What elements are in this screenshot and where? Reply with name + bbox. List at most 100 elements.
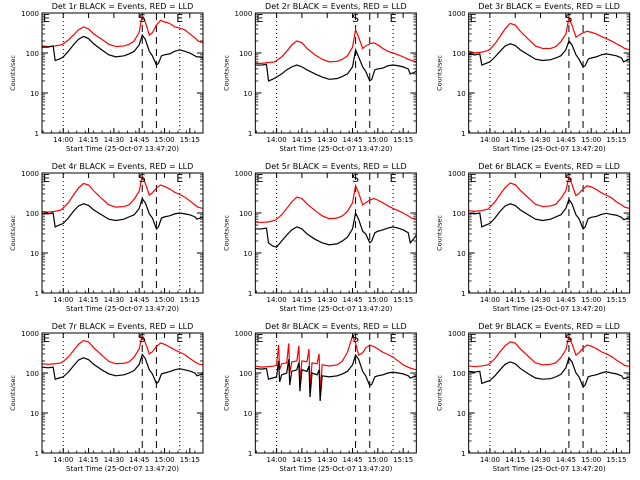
events-series-line bbox=[255, 211, 417, 248]
x-tick-label: 14:45 bbox=[556, 296, 576, 304]
x-tick-label: 14:00 bbox=[267, 456, 287, 464]
lld-series-line bbox=[468, 15, 630, 54]
events-series-line bbox=[468, 356, 630, 388]
y-tick-label: 1 bbox=[248, 290, 252, 298]
x-tick-label: 15:15 bbox=[180, 136, 200, 144]
panel-title: Det 9r BLACK = Events, RED = LLD bbox=[478, 322, 620, 331]
marker-label: E bbox=[43, 332, 50, 345]
x-tick-label: 15:15 bbox=[180, 296, 200, 304]
x-tick-label: 15:00 bbox=[368, 456, 388, 464]
lld-series-line bbox=[41, 173, 204, 213]
panel-title: Det 6r BLACK = Events, RED = LLD bbox=[478, 162, 620, 171]
x-tick-label: 15:15 bbox=[393, 456, 413, 464]
events-series-line bbox=[468, 197, 630, 230]
x-tick-label: 14:30 bbox=[317, 136, 337, 144]
marker-label: E bbox=[470, 332, 477, 345]
y-tick-label: 100 bbox=[239, 50, 252, 58]
y-tick-label: 1000 bbox=[21, 10, 39, 18]
x-tick-label: 14:15 bbox=[505, 456, 525, 464]
x-axis-label: Start Time (25-Oct-07 13:47:20) bbox=[279, 145, 392, 153]
marker-label: S bbox=[139, 172, 146, 185]
y-axis-label: Counts/sec bbox=[9, 375, 17, 411]
x-tick-label: 14:30 bbox=[530, 456, 550, 464]
plot-frame bbox=[41, 172, 204, 294]
events-series-line bbox=[41, 353, 204, 385]
x-tick-label: 15:00 bbox=[581, 456, 601, 464]
x-tick-label: 14:15 bbox=[505, 296, 525, 304]
y-tick-label: 10 bbox=[457, 410, 466, 418]
lld-series-line bbox=[255, 27, 417, 64]
x-tick-label: 15:00 bbox=[581, 136, 601, 144]
x-tick-label: 15:00 bbox=[154, 136, 174, 144]
marker-label: E bbox=[256, 332, 263, 345]
y-tick-label: 1 bbox=[248, 130, 252, 138]
y-tick-label: 10 bbox=[243, 90, 252, 98]
x-tick-label: 14:30 bbox=[530, 296, 550, 304]
x-tick-label: 15:00 bbox=[368, 136, 388, 144]
x-tick-label: 14:30 bbox=[317, 296, 337, 304]
lld-series-line bbox=[41, 12, 204, 48]
y-tick-label: 1000 bbox=[448, 10, 466, 18]
y-axis-label: Counts/sec bbox=[222, 375, 230, 411]
marker-label: E bbox=[390, 172, 397, 185]
events-series-line bbox=[42, 33, 204, 67]
x-tick-label: 14:45 bbox=[129, 456, 149, 464]
lld-series-line bbox=[468, 334, 630, 368]
y-axis-label: Counts/sec bbox=[436, 55, 444, 91]
marker-label: S bbox=[139, 332, 146, 345]
marker-label: S bbox=[352, 12, 359, 25]
x-axis-label: Start Time (25-Oct-07 13:47:20) bbox=[279, 465, 392, 473]
marker-label: E bbox=[470, 12, 477, 25]
x-tick-label: 14:00 bbox=[480, 296, 500, 304]
marker-label: S bbox=[565, 12, 572, 25]
y-axis-label: Counts/sec bbox=[222, 55, 230, 91]
x-tick-label: 14:45 bbox=[129, 296, 149, 304]
x-tick-label: 15:15 bbox=[606, 136, 626, 144]
panel-title: Det 3r BLACK = Events, RED = LLD bbox=[478, 2, 620, 11]
x-tick-label: 14:30 bbox=[104, 136, 124, 144]
y-tick-label: 100 bbox=[26, 370, 39, 378]
y-tick-label: 100 bbox=[239, 370, 252, 378]
y-tick-label: 1000 bbox=[235, 10, 253, 18]
y-tick-label: 1 bbox=[461, 450, 465, 458]
plot-frame bbox=[468, 12, 631, 134]
marker-label: E bbox=[176, 172, 183, 185]
x-tick-label: 14:00 bbox=[53, 456, 73, 464]
panel-title: Det 2r BLACK = Events, RED = LLD bbox=[265, 2, 407, 11]
y-axis-label: Counts/sec bbox=[9, 215, 17, 251]
marker-label: E bbox=[176, 12, 183, 25]
x-tick-label: 14:30 bbox=[104, 296, 124, 304]
x-tick-label: 14:45 bbox=[556, 136, 576, 144]
x-tick-label: 14:00 bbox=[53, 136, 73, 144]
plot-frame bbox=[41, 12, 204, 134]
y-tick-label: 1 bbox=[461, 290, 465, 298]
x-tick-label: 14:45 bbox=[342, 296, 362, 304]
y-tick-label: 1000 bbox=[21, 170, 39, 178]
y-tick-label: 100 bbox=[452, 210, 465, 218]
y-tick-label: 10 bbox=[457, 90, 466, 98]
events-series-line bbox=[255, 47, 417, 82]
x-tick-label: 15:15 bbox=[393, 296, 413, 304]
x-tick-label: 14:45 bbox=[342, 136, 362, 144]
x-axis-label: Start Time (25-Oct-07 13:47:20) bbox=[493, 145, 606, 153]
x-tick-label: 14:00 bbox=[480, 456, 500, 464]
x-axis-label: Start Time (25-Oct-07 13:47:20) bbox=[66, 145, 179, 153]
x-tick-label: 14:00 bbox=[53, 296, 73, 304]
y-tick-label: 100 bbox=[26, 50, 39, 58]
y-tick-label: 100 bbox=[26, 210, 39, 218]
x-tick-label: 14:45 bbox=[129, 136, 149, 144]
x-tick-label: 15:15 bbox=[606, 456, 626, 464]
y-tick-label: 1000 bbox=[235, 170, 253, 178]
marker-label: E bbox=[43, 172, 50, 185]
x-tick-label: 14:00 bbox=[480, 136, 500, 144]
marker-label: E bbox=[390, 12, 397, 25]
x-axis-label: Start Time (25-Oct-07 13:47:20) bbox=[493, 305, 606, 313]
plot-frame bbox=[254, 332, 417, 454]
y-tick-label: 1 bbox=[35, 290, 39, 298]
plot-frame bbox=[254, 12, 417, 134]
y-tick-label: 1 bbox=[35, 130, 39, 138]
marker-label: S bbox=[565, 332, 572, 345]
